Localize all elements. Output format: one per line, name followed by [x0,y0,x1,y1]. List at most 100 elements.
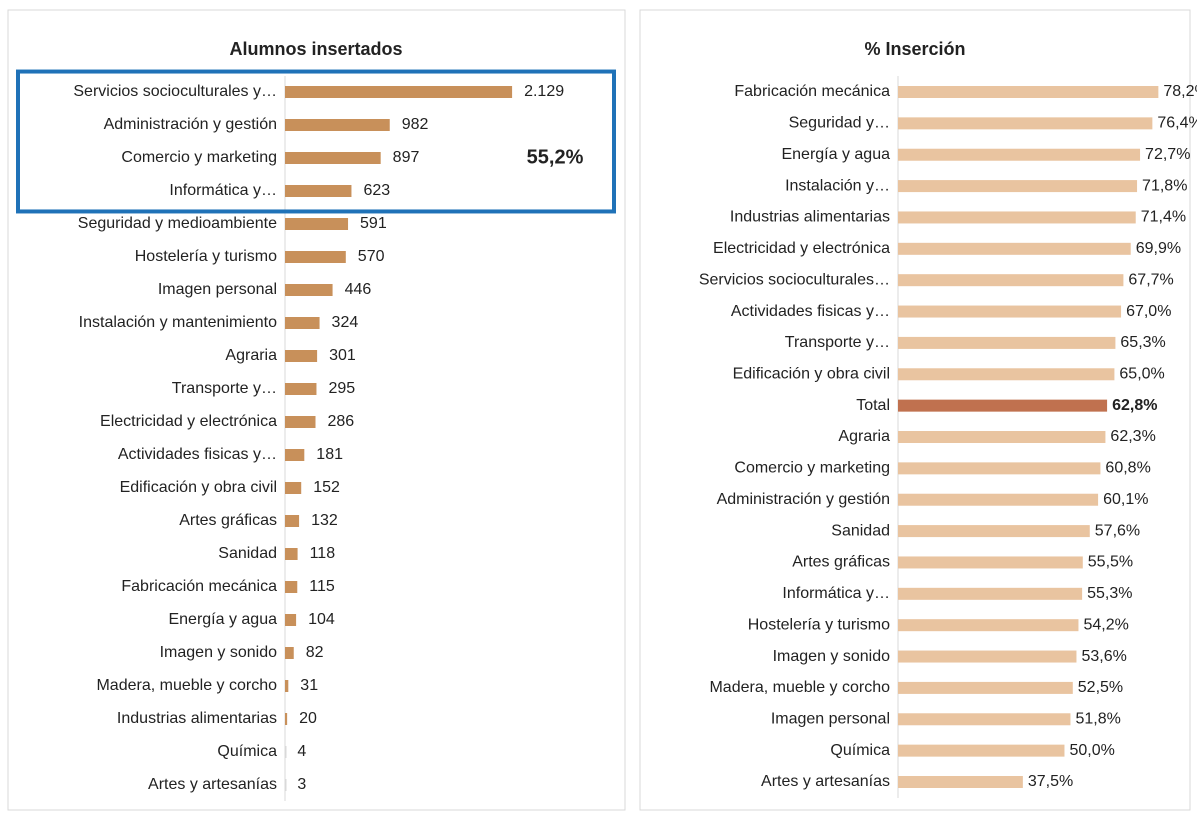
value-label: 52,5% [1078,679,1123,696]
bar [898,336,1116,349]
value-label: 71,4% [1141,209,1186,226]
bar [285,218,349,230]
category-label: Industrias alimentarias [117,710,277,727]
bar [285,416,316,428]
bar [285,350,318,362]
bar [898,619,1079,632]
bar [285,383,317,395]
value-label: 76,4% [1157,115,1197,132]
value-label: 3 [297,776,306,793]
annotation: 55,2% [527,146,584,168]
value-label: 4 [297,743,306,760]
category-label: Química [217,743,277,760]
bar [285,284,333,296]
category-label: Artes gráficas [792,554,890,571]
value-label: 51,8% [1075,710,1120,727]
bar [898,525,1090,538]
bar [285,746,287,758]
value-label: 78,2% [1163,83,1197,100]
value-label: 324 [332,314,359,331]
category-label: Electricidad y electrónica [713,240,890,257]
bar [285,713,288,725]
value-label: 295 [328,380,355,397]
category-label: Actividades fisicas y… [118,446,277,463]
value-label: 286 [328,413,355,430]
value-label: 57,6% [1095,522,1140,539]
value-label: 67,7% [1128,271,1173,288]
bar [898,776,1023,788]
value-label: 104 [308,611,335,628]
bar [285,449,305,461]
value-label: 152 [313,479,340,496]
category-label: Seguridad y medioambiente [78,215,277,232]
value-label: 60,1% [1103,491,1148,508]
category-label: Fabricación mecánica [734,83,890,100]
category-label: Imagen y sonido [160,644,278,661]
category-label: Electricidad y electrónica [100,413,277,430]
bar [898,117,1153,130]
bar [285,119,390,131]
value-label: 62,8% [1112,397,1157,414]
category-label: Informática y… [782,585,890,602]
value-label: 50,0% [1069,742,1114,759]
bar [898,180,1138,193]
category-label: Madera, mueble y corcho [96,677,277,694]
category-label: Total [856,397,890,414]
category-label: Imagen personal [158,281,277,298]
value-label: 53,6% [1081,648,1126,665]
bar [898,713,1071,726]
value-label: 181 [316,446,343,463]
category-label: Hostelería y turismo [748,616,890,633]
bar [285,317,320,329]
value-label: 65,0% [1119,365,1164,382]
category-label: Comercio y marketing [121,149,277,166]
category-label: Agraria [225,347,277,364]
highlight-box [16,69,616,214]
value-label: 55,3% [1087,585,1132,602]
value-label: 20 [299,710,317,727]
bar [898,493,1099,506]
chart-title: Alumnos insertados [229,39,402,59]
bar [898,681,1073,694]
value-label: 71,8% [1142,177,1187,194]
bar [285,515,300,527]
bar [285,581,298,593]
bar [285,779,287,791]
category-label: Edificación y obra civil [120,479,277,496]
bar [898,242,1131,255]
value-label: 115 [309,578,335,595]
value-label: 60,8% [1105,460,1150,477]
category-label: Energía y agua [168,611,277,628]
category-label: Industrias alimentarias [730,209,890,226]
panel [7,9,626,811]
bar [285,152,381,164]
category-label: Actividades fisicas y… [731,303,890,320]
value-label: 82 [306,644,324,661]
value-label: 31 [300,677,318,694]
value-label: 591 [360,215,387,232]
value-label: 446 [345,281,372,298]
value-label: 62,3% [1110,428,1155,445]
bar [898,274,1124,287]
value-label: 67,0% [1126,303,1171,320]
value-label: 982 [402,116,429,133]
category-label: Sanidad [218,545,277,562]
bar [898,650,1077,663]
category-label: Artes y artesanías [148,776,277,793]
bar [898,148,1141,161]
category-label: Comercio y marketing [734,460,890,477]
value-label: 301 [329,347,356,364]
bar [898,556,1083,569]
category-label: Imagen personal [771,710,890,727]
bar [285,680,289,692]
bar [285,482,302,494]
bar [898,399,1108,412]
value-label: 54,2% [1083,616,1128,633]
category-label: Sanidad [831,522,890,539]
category-label: Artes y artesanías [761,773,890,790]
bar [898,462,1101,475]
category-label: Agraria [838,428,890,445]
value-label: 2.129 [524,83,564,100]
value-label: 69,9% [1136,240,1181,257]
category-label: Transporte y… [785,334,890,351]
